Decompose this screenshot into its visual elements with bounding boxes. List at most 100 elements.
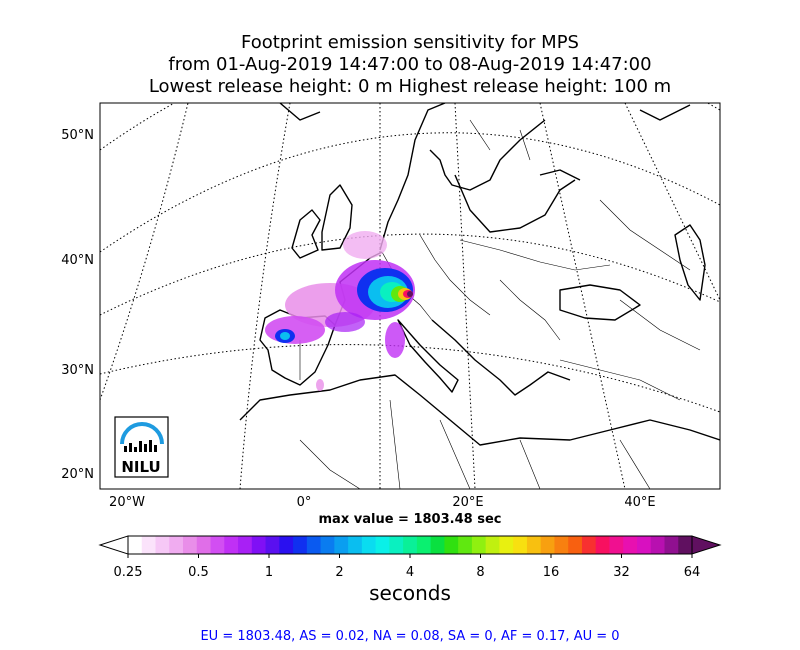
colorbar-tick-label: 1 — [265, 565, 273, 580]
colorbar-swatch — [581, 536, 597, 554]
lat-tick-label: 40°N — [61, 253, 94, 268]
parallel-line — [100, 132, 720, 253]
coastline-britain — [291, 184, 353, 259]
colorbar-tick-label: 8 — [476, 565, 484, 580]
colorbar-swatch — [609, 536, 624, 554]
colorbar-tick-label: 32 — [613, 565, 630, 580]
border-line — [559, 299, 701, 401]
colorbar-swatch — [320, 536, 335, 554]
meridian-line — [454, 103, 476, 489]
parallel-line — [100, 233, 720, 316]
colorbar-tick-label: 64 — [684, 565, 701, 580]
colorbar-swatch — [375, 536, 390, 554]
colorbar-swatch — [361, 536, 377, 554]
colorbar-tick-label: 4 — [406, 565, 414, 580]
coastline-arctic — [279, 103, 691, 181]
lat-tick-label: 50°N — [61, 128, 94, 143]
chart-title: Footprint emission sensitivity for MPS — [241, 32, 579, 53]
nilu-logo: NILU — [114, 416, 169, 478]
lon-tick-label: 20°E — [452, 495, 483, 510]
plume-cell — [316, 379, 324, 391]
colorbar-max-extension — [691, 535, 722, 555]
colorbar-swatch — [540, 536, 556, 554]
lon-tick-label: 40°E — [624, 495, 655, 510]
colorbar-swatch — [348, 536, 363, 554]
colorbar-tick-label: 0.5 — [188, 565, 209, 580]
colorbar-tick-label: 0.25 — [114, 565, 143, 580]
colorbar-swatch — [306, 536, 322, 554]
colorbar-swatch — [664, 536, 679, 554]
coastline-blacksea — [559, 284, 641, 321]
colorbar-swatch — [499, 536, 514, 554]
colorbar-swatch — [444, 536, 459, 554]
colorbar-swatch — [238, 536, 253, 554]
colorbar-swatch — [458, 536, 473, 554]
colorbar-swatch — [568, 536, 583, 554]
lat-tick-label: 30°N — [61, 363, 94, 378]
nilu-logo-text: NILU — [121, 458, 160, 476]
colorbar-swatch — [224, 536, 239, 554]
plume-cell — [343, 231, 387, 259]
meridian-line — [624, 103, 720, 301]
colorbar-swatch — [485, 536, 501, 554]
border-line — [459, 239, 611, 271]
lon-tick-label: 20°W — [109, 495, 145, 510]
footprint-plume — [265, 231, 415, 391]
colorbar-swatch — [623, 536, 638, 554]
coastline-italy — [397, 319, 459, 393]
parallel-line — [100, 344, 720, 413]
border-line — [469, 119, 531, 161]
colorbar-swatch — [265, 536, 280, 554]
colorbar-tick-label: 16 — [543, 565, 560, 580]
colorbar-swatch — [513, 536, 528, 554]
colorbar-swatch — [595, 536, 611, 554]
colorbar-swatch — [403, 536, 418, 554]
colorbar-tick-label: 2 — [335, 565, 343, 580]
plume-cell — [280, 332, 290, 340]
colorbar-swatch — [183, 536, 198, 554]
lat-tick-label: 20°N — [61, 467, 94, 482]
colorbar-swatch — [526, 536, 542, 554]
colorbar-swatch — [293, 536, 308, 554]
colorbar-swatch — [155, 536, 170, 554]
coastline-africa — [239, 374, 720, 446]
colorbar-swatch — [678, 536, 693, 554]
colorbar-swatch — [279, 536, 294, 554]
border-line — [299, 399, 651, 489]
colorbar-min-extension — [98, 535, 129, 555]
colorbar-swatch — [210, 536, 225, 554]
lon-tick-label: 0° — [297, 495, 312, 510]
colorbar-swatch — [196, 536, 212, 554]
colorbar-swatch — [128, 536, 143, 554]
colorbar-swatch — [636, 536, 652, 554]
plume-cell — [325, 312, 365, 332]
meridian-line — [239, 103, 291, 489]
coastline-baltic — [454, 174, 576, 233]
plume-cell — [385, 322, 405, 358]
coastline-scandinavia — [379, 103, 546, 251]
colorbar-swatch — [389, 536, 404, 554]
colorbar-swatch — [554, 536, 569, 554]
chart-subtitle-release-height: Lowest release height: 0 m Highest relea… — [148, 76, 672, 97]
colorbar-swatch — [251, 536, 267, 554]
colorbar-swatch — [141, 536, 157, 554]
colorbar-swatch — [169, 536, 184, 554]
colorbar-swatch — [334, 536, 349, 554]
colorbar: 0.25 0.5 1 2 4 8 16 32 64 — [98, 535, 722, 580]
coastline-balkans — [431, 319, 571, 396]
colorbar-swatch — [471, 536, 487, 554]
region-totals-footer: EU = 1803.48, AS = 0.02, NA = 0.08, SA =… — [200, 629, 620, 644]
colorbar-swatch — [650, 536, 666, 554]
colorbar-swatch — [416, 536, 432, 554]
plume-cell — [265, 316, 325, 344]
max-value-label: max value = 1803.48 sec — [319, 512, 502, 527]
meridian-line — [100, 103, 189, 401]
map-frame — [99, 102, 721, 490]
colorbar-swatch — [430, 536, 445, 554]
border-line — [419, 234, 491, 316]
chart-subtitle-period: from 01-Aug-2019 14:47:00 to 08-Aug-2019… — [168, 54, 652, 75]
meridian-line — [539, 103, 626, 489]
border-line — [499, 279, 561, 341]
colorbar-units-label: seconds — [369, 581, 451, 605]
